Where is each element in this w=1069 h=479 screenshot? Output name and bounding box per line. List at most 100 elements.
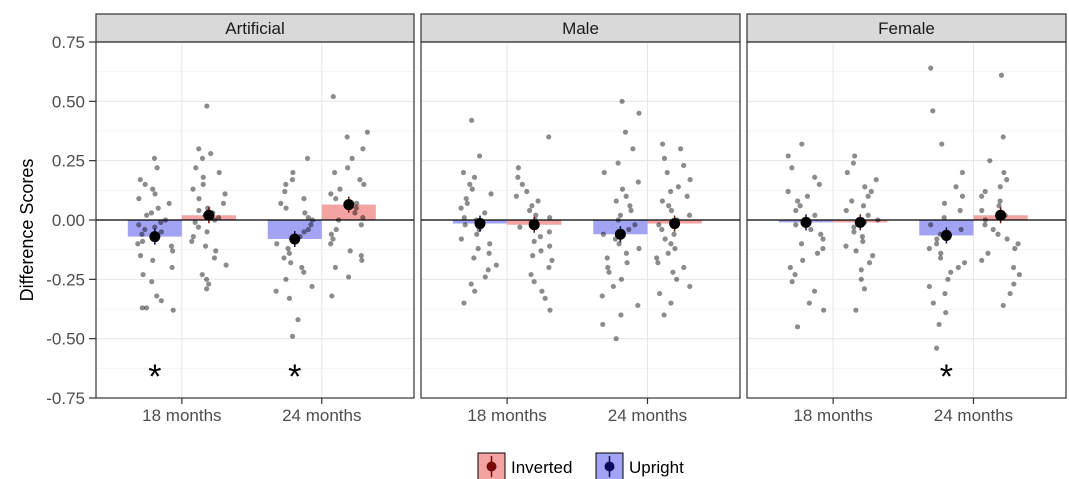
jitter-point: [997, 198, 1003, 204]
x-tick-label: 18 months: [793, 406, 872, 425]
y-tick-label: 0.00: [52, 211, 85, 230]
y-tick-label: 0.50: [52, 92, 85, 111]
significance-marker: *: [148, 358, 161, 396]
jitter-point: [982, 222, 988, 228]
jitter-point: [295, 317, 301, 323]
jitter-point: [852, 153, 858, 159]
jitter-point: [860, 238, 866, 244]
jitter-point: [851, 229, 857, 235]
jitter-point: [488, 191, 494, 197]
jitter-point: [288, 260, 294, 266]
jitter-point: [354, 200, 360, 206]
jitter-point: [849, 198, 855, 204]
panel-border: [420, 41, 741, 399]
panel-male: Male 18 months 24 months: [420, 13, 741, 425]
jitter-point: [1004, 236, 1010, 242]
jitter-point: [533, 212, 539, 218]
jitter-point: [670, 269, 676, 275]
jitter-point: [926, 283, 932, 290]
jitter-point: [957, 207, 963, 214]
jitter-point: [677, 146, 684, 152]
jitter-point: [671, 231, 677, 237]
jitter-point: [332, 264, 338, 271]
jitter-point: [936, 321, 942, 328]
y-axis-title: Difference Scores: [17, 159, 37, 302]
legend-key-point: [486, 461, 497, 472]
jitter-point: [142, 181, 148, 187]
jitter-point: [190, 186, 196, 192]
jitter-point: [289, 333, 296, 339]
jitter-point: [546, 264, 552, 271]
legend-item-upright: Upright: [595, 452, 684, 479]
jitter-point: [873, 177, 879, 183]
jitter-point: [619, 186, 626, 192]
mean-point-inverted: [854, 216, 866, 228]
y-tick-label: -0.25: [46, 270, 85, 289]
mean-point-upright: [614, 228, 626, 240]
facet-strip: [420, 13, 741, 43]
jitter-point: [289, 177, 296, 183]
jitter-point: [344, 134, 350, 140]
mean-point-inverted: [995, 209, 1007, 221]
jitter-point: [1007, 290, 1013, 297]
mean-point-upright: [800, 216, 812, 228]
jitter-point: [462, 222, 468, 228]
y-tick-label: 0.75: [52, 33, 85, 52]
jitter-point: [672, 245, 678, 252]
jitter-point: [948, 269, 954, 275]
jitter-point: [144, 212, 150, 218]
jitter-point: [357, 177, 363, 183]
jitter-point: [659, 198, 665, 204]
jitter-point: [526, 207, 533, 214]
jitter-point: [460, 169, 467, 176]
jitter-point: [158, 298, 164, 304]
jitter-point: [278, 200, 284, 206]
mean-point-upright: [289, 233, 301, 245]
jitter-point: [853, 307, 859, 313]
jitter-point: [668, 188, 674, 195]
jitter-point: [961, 260, 968, 266]
jitter-point: [928, 222, 934, 228]
jitter-point: [149, 279, 155, 285]
jitter-point: [808, 226, 814, 233]
jitter-point: [513, 193, 519, 199]
jitter-point: [624, 260, 630, 266]
jitter-point: [942, 290, 948, 297]
jitter-point: [675, 184, 681, 190]
jitter-point: [928, 65, 934, 71]
jitter-point: [1016, 271, 1022, 278]
jitter-point: [990, 226, 996, 233]
jitter-point: [926, 245, 932, 252]
jitter-point: [469, 117, 475, 123]
jitter-point: [154, 293, 160, 299]
jitter-point: [143, 305, 150, 311]
jitter-point: [358, 253, 364, 259]
jitter-point: [203, 276, 210, 282]
jitter-point: [862, 184, 868, 190]
jitter-point: [168, 243, 175, 249]
jitter-point: [859, 234, 865, 240]
jitter-point: [158, 229, 164, 235]
jitter-point: [539, 288, 545, 294]
jitter-point: [150, 257, 156, 263]
mean-point-upright: [474, 218, 486, 230]
jitter-point: [463, 196, 469, 202]
jitter-point: [360, 215, 366, 221]
jitter-point: [654, 255, 660, 261]
mean-point-upright: [940, 229, 952, 241]
jitter-point: [617, 212, 624, 218]
jitter-point: [211, 255, 218, 261]
jitter-point: [515, 174, 521, 180]
jitter-point: [328, 231, 334, 237]
jitter-point: [865, 193, 871, 199]
jitter-point: [600, 321, 606, 328]
jitter-point: [979, 207, 985, 214]
jitter-point: [930, 300, 936, 306]
jitter-point: [199, 155, 206, 161]
jitter-point: [934, 241, 940, 247]
jitter-point: [687, 177, 693, 183]
jitter-point: [959, 169, 966, 176]
panel-border: [746, 41, 1067, 399]
jitter-point: [623, 250, 630, 256]
